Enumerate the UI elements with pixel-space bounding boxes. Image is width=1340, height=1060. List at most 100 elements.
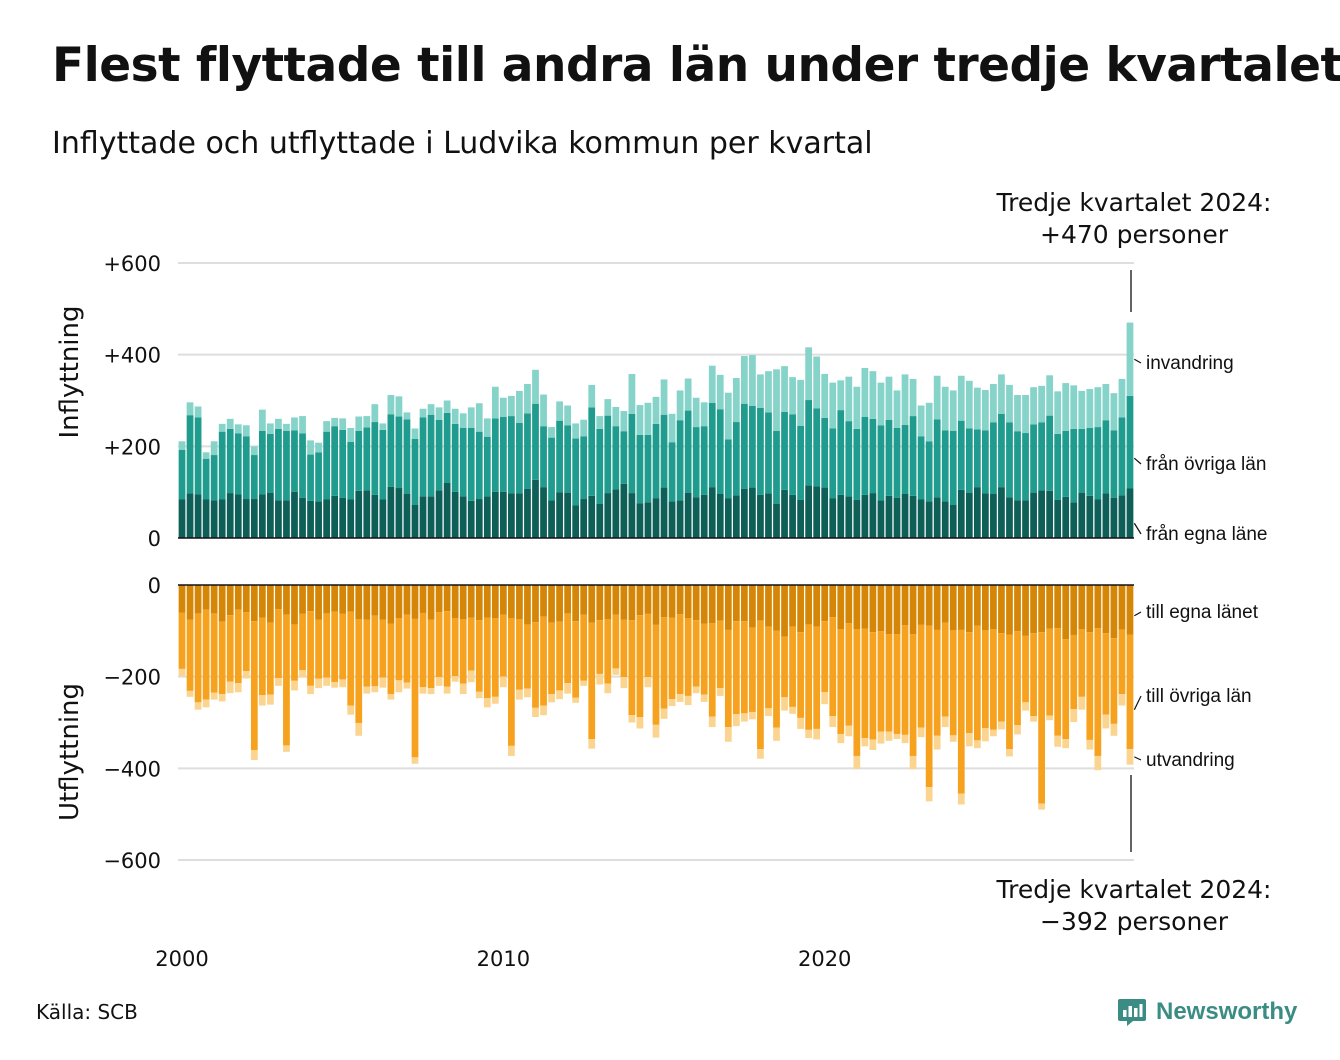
bar-in-own	[250, 499, 258, 538]
bar-out-emi	[226, 681, 234, 694]
bar-out-own	[443, 585, 451, 612]
bar-out-emi	[1110, 723, 1118, 736]
bar-in-own	[283, 500, 290, 538]
bar-in-imm	[403, 412, 411, 420]
bar-out-emi	[291, 680, 298, 691]
bar-in-own	[652, 498, 660, 539]
bar-in-own	[395, 488, 403, 538]
bar-out-other	[347, 611, 355, 706]
legend-till-egna-lanet-leader	[1134, 611, 1142, 617]
bar-in-own	[475, 499, 483, 538]
bar-out-own	[1126, 585, 1134, 635]
bar-in-own	[676, 500, 684, 538]
bar-out-emi	[982, 728, 989, 742]
gridlines	[178, 262, 1134, 861]
bar-out-own	[877, 585, 885, 632]
bar-out-emi	[339, 679, 347, 688]
bar-in-own	[1094, 499, 1102, 538]
bar-out-own	[572, 585, 580, 622]
bar-in-imm	[724, 392, 732, 440]
bar-out-own	[941, 585, 949, 623]
bar-in-own	[829, 498, 837, 539]
bar-out-emi	[708, 716, 716, 728]
bar-out-other	[965, 632, 973, 734]
bar-in-other	[909, 416, 917, 496]
bar-out-own	[757, 585, 764, 621]
bar-out-emi	[957, 793, 965, 805]
bar-in-imm	[202, 452, 210, 459]
bar-in-imm	[339, 418, 347, 430]
bar-out-emi	[283, 745, 290, 752]
bar-in-own	[837, 494, 845, 538]
bar-out-own	[853, 585, 861, 629]
bar-out-own	[628, 585, 636, 621]
bar-in-imm	[1014, 395, 1021, 432]
bar-out-own	[845, 585, 853, 624]
bar-in-imm	[242, 425, 250, 437]
bar-out-own	[379, 585, 387, 620]
bar-out-own	[331, 585, 339, 612]
bar-out-own	[186, 585, 194, 620]
bar-in-other	[572, 438, 580, 506]
bar-out-emi	[604, 683, 612, 694]
bar-out-other	[548, 622, 555, 695]
bar-out-emi	[692, 686, 700, 694]
bar-in-imm	[451, 408, 459, 424]
bar-in-own	[612, 489, 620, 538]
bar-in-other	[323, 431, 330, 500]
bar-out-own	[218, 585, 226, 622]
bar-in-other	[1062, 430, 1070, 497]
bar-in-other	[773, 430, 780, 504]
bar-in-own	[1078, 492, 1086, 539]
bar-out-other	[692, 620, 700, 687]
bar-in-other	[1110, 430, 1118, 498]
bar-out-own	[1006, 585, 1013, 635]
bar-in-imm	[331, 417, 339, 427]
bar-out-own	[676, 585, 684, 615]
bar-in-own	[901, 494, 909, 538]
bar-out-other	[339, 613, 347, 680]
bar-in-other	[283, 430, 290, 501]
bar-in-other	[925, 441, 933, 502]
bar-in-own	[307, 500, 314, 539]
bar-out-other	[491, 618, 499, 697]
bar-in-imm	[668, 413, 676, 443]
bar-in-other	[435, 419, 443, 491]
bar-in-other	[419, 417, 427, 497]
bar-in-own	[218, 499, 226, 538]
bar-out-own	[660, 585, 668, 618]
bar-out-own	[797, 585, 804, 633]
bar-out-emi	[700, 694, 708, 702]
bar-out-emi	[588, 739, 596, 749]
bar-out-other	[708, 623, 716, 717]
bar-out-other	[933, 629, 941, 736]
bar-out-other	[620, 619, 628, 678]
bar-in-imm	[1078, 390, 1086, 429]
bar-out-emi	[837, 733, 845, 744]
bar-in-imm	[869, 371, 877, 419]
bar-in-own	[186, 493, 194, 538]
bar-out-emi	[676, 694, 684, 702]
bar-in-own	[548, 500, 555, 538]
bar-in-imm	[275, 418, 282, 429]
bar-in-own	[234, 494, 242, 538]
bar-out-other	[451, 618, 459, 677]
bar-in-other	[797, 425, 804, 500]
bar-in-other	[1014, 431, 1021, 501]
bar-out-emi	[443, 686, 451, 694]
bar-in-own	[982, 493, 989, 538]
bar-in-own	[1102, 493, 1110, 538]
bar-in-other	[532, 403, 539, 480]
bar-out-own	[283, 585, 290, 615]
bar-in-imm	[620, 411, 628, 432]
bar-in-imm	[596, 416, 604, 429]
bar-in-imm	[524, 384, 531, 414]
bar-out-own	[387, 585, 395, 624]
bar-out-emi	[210, 692, 218, 700]
bar-out-emi	[1086, 739, 1094, 750]
bar-out-other	[861, 628, 869, 739]
legend-fran-ovriga-lan-leader	[1133, 457, 1142, 465]
newsworthy-logo[interactable]: Newsworthy	[1117, 994, 1297, 1030]
y-tick-label: 0	[148, 527, 161, 551]
